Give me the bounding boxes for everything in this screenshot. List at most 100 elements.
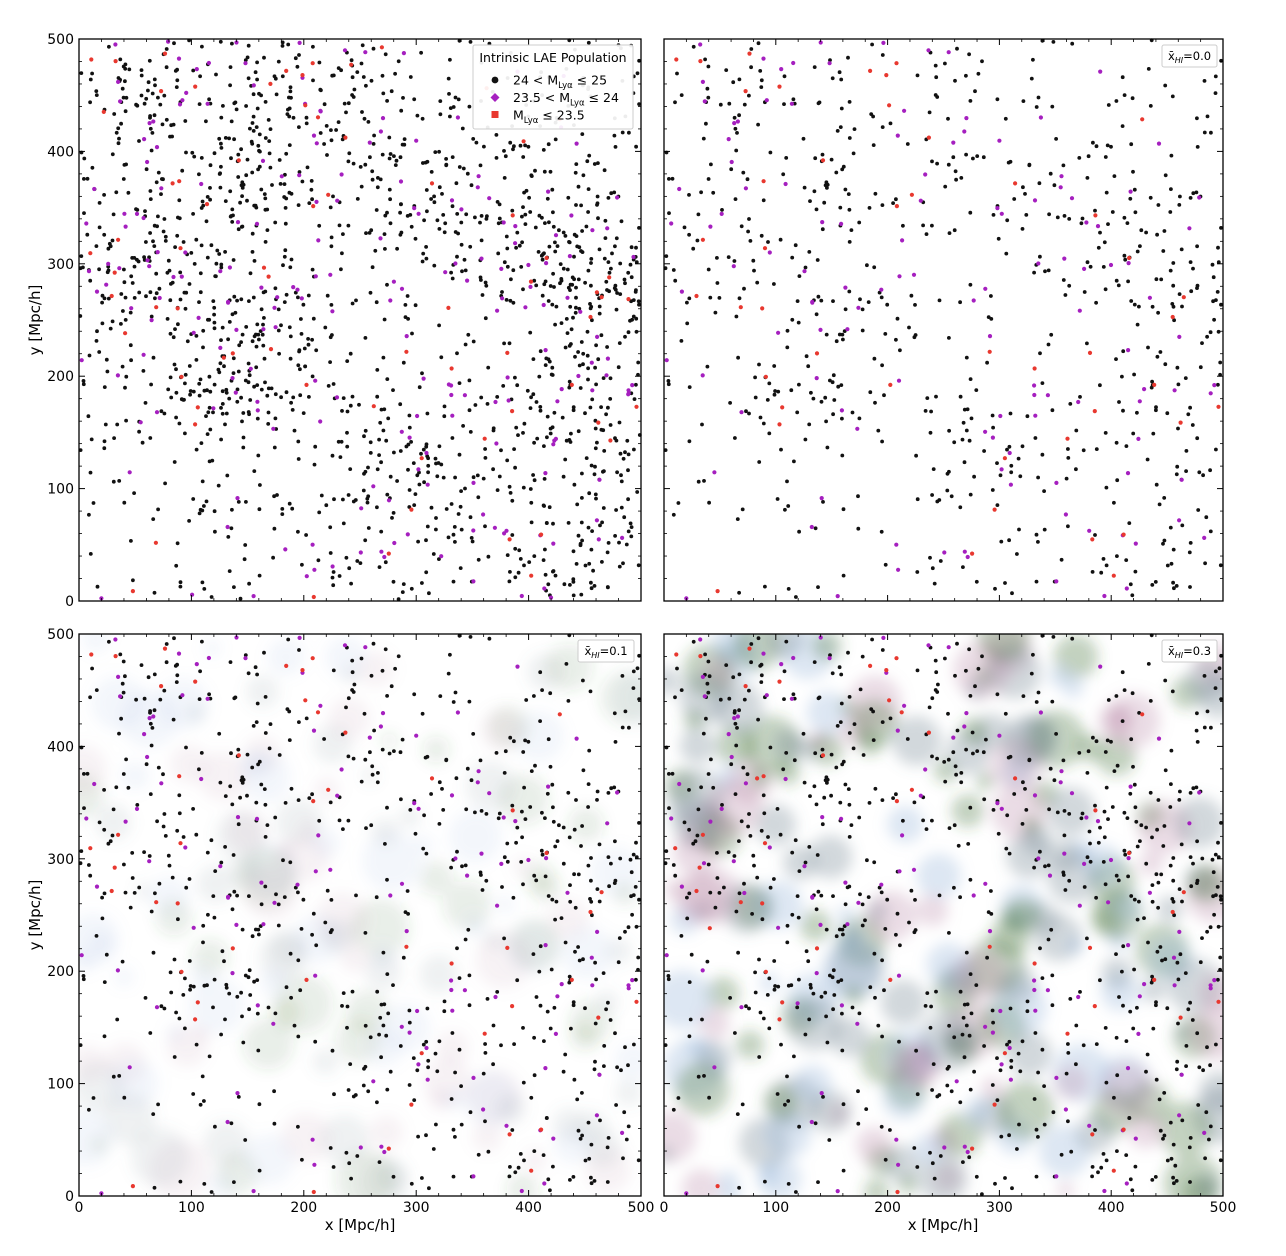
lae-point-faint (872, 265, 877, 270)
lae-point-faint (589, 878, 593, 883)
lae-point-mid (1098, 664, 1103, 669)
neutral-hydrogen-patch (774, 729, 805, 759)
lae-point-bright (193, 422, 198, 427)
lae-point-faint (790, 912, 795, 917)
lae-point-faint (400, 737, 405, 742)
lae-point-faint (381, 1023, 386, 1028)
lae-point-faint (998, 473, 1003, 478)
lae-point-faint (497, 216, 502, 221)
lae-point-faint (268, 165, 273, 170)
lae-point-faint (121, 177, 126, 181)
lae-point-faint (822, 795, 827, 800)
lae-point-faint (753, 375, 757, 380)
lae-point-faint (266, 422, 271, 426)
lae-point-faint (1021, 780, 1025, 785)
lae-point-faint (767, 976, 772, 981)
lae-point-faint (954, 177, 958, 182)
lae-point-faint (797, 274, 802, 278)
lae-point-faint (398, 1044, 403, 1048)
lae-point-faint (576, 1128, 581, 1133)
lae-point-faint (831, 373, 836, 378)
lae-point-faint (633, 885, 638, 889)
lae-point-faint (1156, 880, 1161, 885)
lae-point-faint (1008, 411, 1013, 416)
lae-point-faint (596, 357, 601, 362)
lae-point-mid (1172, 388, 1177, 393)
lae-point-faint (732, 854, 737, 858)
lae-point-faint (272, 1089, 276, 1094)
lae-point-faint (300, 1157, 304, 1162)
lae-point-faint (102, 827, 107, 832)
lae-point-mid (342, 48, 348, 53)
lae-point-faint (748, 834, 753, 838)
lae-point-faint (116, 126, 121, 131)
lae-point-faint (1203, 561, 1207, 566)
lae-point-faint (873, 191, 878, 196)
lae-point-mid (446, 382, 451, 387)
lae-point-faint (594, 343, 598, 348)
lae-point-mid (504, 1123, 509, 1128)
lae-point-mid (528, 284, 533, 289)
lae-point-faint (190, 150, 195, 155)
lae-point-faint (330, 73, 335, 78)
lae-point-faint (223, 422, 227, 427)
lae-point-faint (88, 695, 92, 700)
lae-point-faint (1154, 872, 1159, 877)
lae-point-faint (1033, 1031, 1038, 1035)
lae-point-faint (1157, 502, 1162, 507)
lae-point-faint (832, 993, 837, 997)
lae-point-faint (274, 92, 279, 97)
lae-point-faint (1168, 525, 1173, 530)
lae-point-mid (543, 471, 548, 476)
lae-point-faint (1205, 709, 1210, 714)
lae-point-mid (147, 859, 152, 864)
lae-point-faint (128, 343, 133, 348)
lae-point-faint (1163, 173, 1168, 178)
lae-point-mid (1136, 1031, 1141, 1036)
lae-point-faint (1198, 960, 1203, 965)
lae-point-faint (731, 80, 736, 85)
lae-point-faint (289, 257, 294, 262)
lae-point-faint (438, 99, 443, 103)
lae-point-faint (1051, 40, 1056, 44)
lae-point-faint (1049, 927, 1054, 932)
lae-point-faint (776, 984, 781, 989)
lae-point-faint (432, 194, 436, 199)
lae-point-faint (546, 582, 551, 587)
lae-point-faint (713, 310, 718, 315)
lae-point-faint (880, 1034, 884, 1039)
lae-point-faint (1050, 973, 1055, 978)
lae-point-faint (767, 1026, 772, 1031)
lae-point-faint (1209, 130, 1213, 135)
neutral-hydrogen-patch (836, 905, 855, 923)
lae-point-faint (1146, 345, 1150, 350)
lae-point-faint (91, 501, 96, 505)
lae-point-faint (583, 563, 588, 568)
lae-point-faint (515, 978, 520, 983)
lae-point-faint (551, 569, 556, 573)
lae-point-faint (263, 695, 268, 699)
lae-point-faint (737, 296, 742, 301)
lae-point-faint (459, 242, 464, 247)
lae-point-faint (373, 248, 378, 253)
lae-point-faint (329, 898, 334, 902)
lae-point-faint (1201, 473, 1205, 478)
lae-point-bright (1111, 1168, 1116, 1173)
lae-point-mid (1133, 541, 1138, 546)
lae-point-faint (378, 177, 383, 182)
lae-point-faint (700, 1017, 704, 1022)
lae-point-faint (1169, 153, 1174, 158)
lae-point-faint (142, 696, 147, 701)
legend-marker-faint (491, 76, 499, 84)
lae-point-faint (995, 1098, 1000, 1102)
lae-point-faint (391, 511, 396, 515)
lae-point-faint (1195, 740, 1200, 744)
lae-point-faint (1209, 725, 1213, 730)
lae-point-faint (532, 1149, 537, 1153)
lae-point-mid (1212, 383, 1217, 388)
lae-point-mid (311, 728, 317, 733)
lae-point-faint (821, 1095, 825, 1099)
lae-point-faint (183, 306, 188, 311)
lae-point-faint (1213, 91, 1218, 95)
lae-point-faint (532, 1035, 536, 1040)
